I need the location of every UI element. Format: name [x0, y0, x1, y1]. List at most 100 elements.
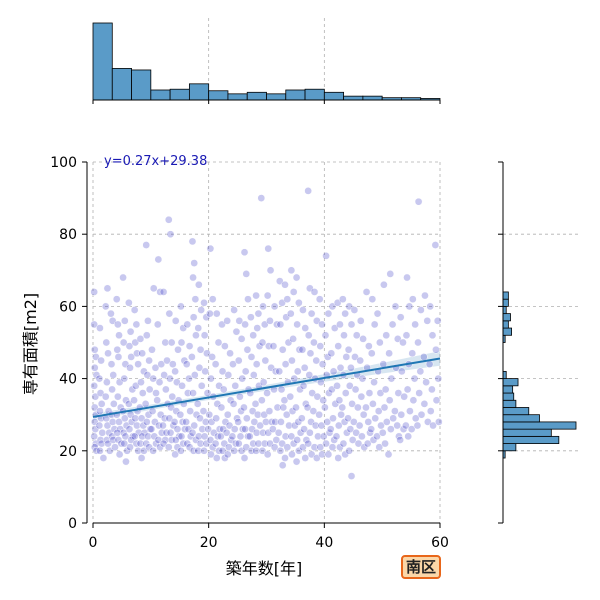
- scatter-point: [252, 291, 260, 300]
- scatter-point: [126, 327, 135, 336]
- scatter-point: [384, 450, 393, 459]
- scatter-point: [134, 446, 142, 455]
- scatter-point: [368, 295, 377, 304]
- scatter-point: [292, 273, 301, 282]
- scatter-point: [200, 298, 208, 307]
- scatter-point: [345, 302, 354, 311]
- scatter-point: [111, 443, 119, 452]
- scatter-point: [397, 367, 406, 376]
- scatter-point: [214, 432, 222, 441]
- scatter-point: [285, 421, 293, 430]
- y-hist-bar: [502, 291, 509, 300]
- scatter-point: [359, 335, 367, 343]
- scatter-point: [147, 425, 156, 433]
- scatter-point: [107, 360, 116, 369]
- scatter-point: [381, 385, 390, 394]
- scatter-point: [249, 331, 258, 340]
- top-hist-grid: [208, 18, 325, 100]
- scatter-point: [394, 389, 403, 397]
- scatter-point: [222, 428, 231, 437]
- scatter-point: [346, 425, 355, 433]
- scatter-point: [410, 374, 419, 383]
- scatter-point: [388, 320, 397, 329]
- scatter-point: [281, 454, 289, 462]
- scatter-point: [335, 396, 344, 405]
- scatter-point: [109, 436, 118, 444]
- scatter-point: [97, 356, 105, 365]
- scatter-point: [193, 400, 202, 408]
- scatter-point: [208, 295, 217, 304]
- scatter-point: [345, 446, 354, 455]
- scatter-point: [125, 342, 134, 350]
- scatter-point: [119, 428, 128, 437]
- scatter-point: [96, 446, 104, 455]
- scatter-point: [177, 338, 186, 347]
- scatter-point: [134, 360, 142, 369]
- x-hist-bar: [111, 68, 132, 101]
- scatter-point: [230, 425, 239, 433]
- scatter-point: [186, 407, 195, 415]
- scatter-point: [188, 353, 196, 361]
- scatter-point: [348, 400, 356, 408]
- scatter-point: [125, 400, 133, 408]
- scatter-point: [389, 414, 398, 423]
- scatter-point: [229, 360, 237, 369]
- y-hist-bar: [502, 414, 540, 423]
- scatter-point: [208, 353, 216, 361]
- scatter-point: [164, 215, 173, 224]
- scatter-point: [354, 439, 363, 448]
- scatter-point: [221, 342, 229, 350]
- scatter-point: [161, 436, 170, 444]
- scatter-point: [230, 306, 238, 314]
- scatter-point: [273, 403, 282, 412]
- scatter-point: [306, 349, 315, 358]
- scatter-point: [132, 439, 141, 448]
- scatter-point: [238, 374, 247, 383]
- scatter-point: [274, 428, 283, 437]
- scatter-point: [142, 331, 151, 340]
- y-hist-bar: [502, 407, 530, 416]
- scatter-point: [422, 378, 430, 387]
- scatter-point: [137, 378, 145, 387]
- scatter-point: [347, 472, 356, 480]
- scatter-point: [97, 439, 106, 448]
- y-tick-label: 60: [59, 299, 77, 315]
- scatter-point: [434, 418, 443, 426]
- scatter-point: [186, 432, 195, 441]
- scatter-point: [231, 439, 240, 448]
- scatter-point: [231, 381, 240, 390]
- scatter-point: [207, 450, 215, 459]
- scatter-point: [188, 237, 197, 246]
- scatter-point: [183, 320, 192, 329]
- scatter-point: [386, 270, 395, 278]
- scatter-point: [367, 349, 376, 358]
- scatter-point: [387, 374, 396, 383]
- scatter-point: [145, 356, 153, 365]
- scatter-point: [159, 421, 167, 430]
- scatter-point: [167, 338, 176, 347]
- scatter-point: [351, 385, 360, 394]
- scatter-point: [182, 418, 190, 426]
- scatter-point: [149, 284, 158, 293]
- scatter-point: [287, 266, 296, 275]
- scatter-point: [130, 396, 138, 405]
- scatter-point: [219, 385, 228, 394]
- scatter-point: [292, 403, 300, 412]
- x-tick-label: 0: [89, 535, 98, 551]
- regression-equation: y=0.27x+29.38: [104, 154, 207, 169]
- scatter-point: [365, 389, 374, 397]
- scatter-point: [240, 454, 249, 462]
- scatter-point: [253, 410, 262, 419]
- scatter-point: [242, 270, 251, 278]
- scatter-point: [211, 360, 220, 369]
- main-grid: [92, 161, 441, 524]
- scatter-point: [155, 378, 164, 387]
- scatter-point: [157, 360, 166, 369]
- scatter-point: [322, 252, 330, 260]
- axes: [86, 99, 504, 524]
- scatter-point: [178, 381, 186, 390]
- scatter-point: [263, 389, 271, 397]
- scatter-point: [433, 316, 442, 325]
- scatter-point: [133, 421, 141, 430]
- scatter-point: [236, 392, 244, 401]
